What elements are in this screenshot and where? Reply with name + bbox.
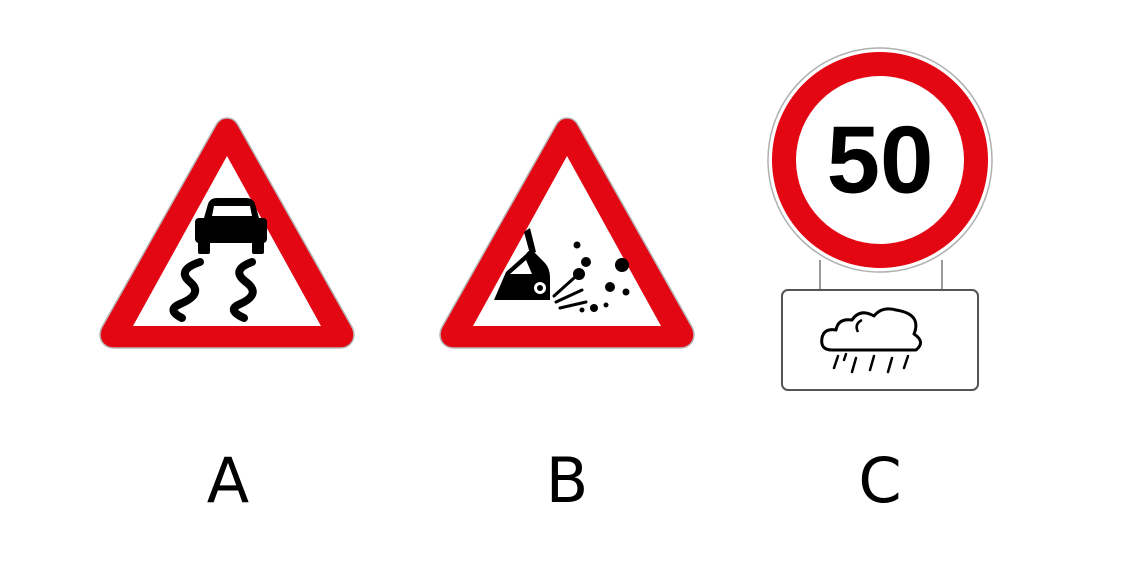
label-b: B (545, 444, 589, 517)
slippery-road-icon (99, 117, 355, 349)
sign-a-slippery-road (96, 112, 358, 356)
speed-limit-sign: 50 (767, 47, 993, 391)
sign-c-speed-limit-rain: 50 (762, 42, 998, 398)
speed-limit-value: 50 (827, 107, 934, 214)
sign-b-loose-gravel (436, 112, 698, 356)
rain-cloud-icon (820, 307, 922, 374)
loose-gravel-icon (439, 117, 695, 349)
label-a: A (206, 444, 250, 517)
label-c: C (858, 444, 902, 517)
